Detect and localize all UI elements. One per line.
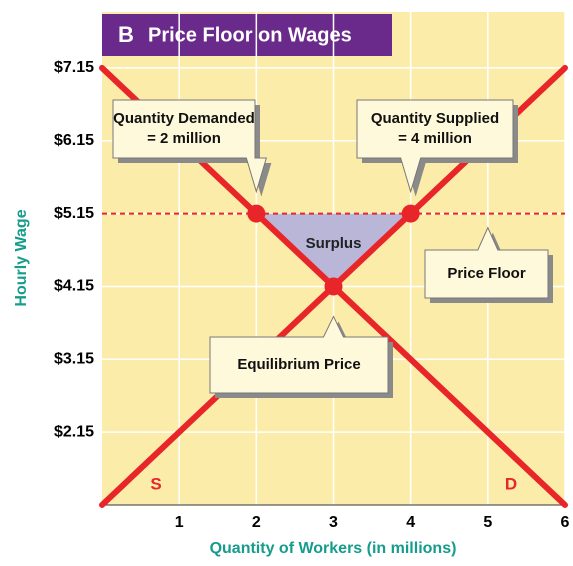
callout-box: [209, 315, 389, 394]
chart-title: Price Floor on Wages: [148, 24, 352, 46]
surplus-area: [256, 213, 411, 287]
intersection-point: [247, 204, 266, 223]
series-label: D: [505, 474, 517, 493]
y-tick-label: $6.15: [54, 132, 94, 149]
x-tick-label: 1: [175, 514, 184, 531]
callout-text: Price Floor: [447, 265, 526, 282]
callout-text: Quantity Demanded: [113, 110, 255, 127]
callout-text: Quantity Supplied: [371, 110, 499, 127]
x-tick-label: 3: [329, 514, 338, 531]
intersection-point: [324, 277, 343, 296]
callout-box: [112, 99, 268, 194]
y-axis-label: Hourly Wage: [13, 209, 30, 306]
callout-text: = 2 million: [147, 130, 221, 147]
x-tick-label: 6: [561, 514, 570, 531]
y-tick-label: $5.15: [54, 205, 94, 222]
x-tick-label: 4: [406, 514, 415, 531]
panel-label: B: [118, 22, 134, 47]
callout-text: Equilibrium Price: [237, 356, 360, 373]
y-tick-label: $7.15: [54, 59, 94, 76]
surplus-label: Surplus: [306, 235, 362, 252]
x-tick-label: 5: [483, 514, 492, 531]
callout-box: [424, 226, 549, 299]
y-tick-label: $2.15: [54, 423, 94, 440]
intersection-point: [401, 204, 420, 223]
x-axis-label: Quantity of Workers (in millions): [210, 540, 457, 557]
y-tick-label: $4.15: [54, 278, 94, 295]
series-label: S: [150, 474, 161, 493]
x-tick-label: 2: [252, 514, 261, 531]
callout-box: [356, 99, 514, 194]
y-tick-label: $3.15: [54, 351, 94, 368]
title-banner: [102, 14, 392, 56]
callout-text: = 4 million: [398, 130, 472, 147]
